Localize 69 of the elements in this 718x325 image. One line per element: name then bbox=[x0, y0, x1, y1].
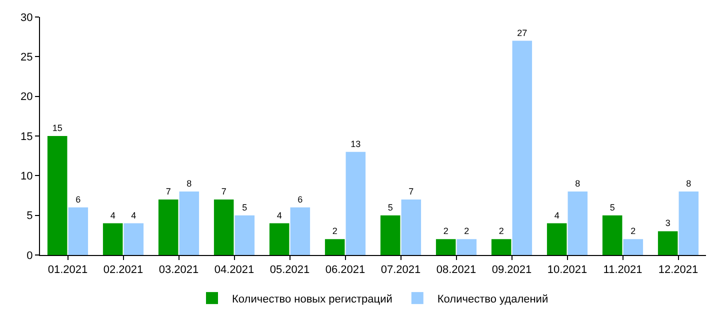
x-tick-label: 09.2021 bbox=[492, 264, 532, 276]
bar bbox=[234, 215, 255, 255]
data-label: 13 bbox=[350, 138, 361, 149]
data-label: 4 bbox=[131, 210, 136, 220]
bar bbox=[623, 239, 644, 255]
data-label: 5 bbox=[242, 202, 248, 212]
x-tick-label: 03.2021 bbox=[158, 264, 199, 276]
bar bbox=[602, 215, 622, 255]
data-label: 7 bbox=[221, 186, 226, 196]
x-tick-label: 07.2021 bbox=[380, 264, 421, 276]
y-tick-label: 20 bbox=[20, 91, 33, 104]
bar bbox=[179, 192, 200, 255]
data-label: 4 bbox=[110, 210, 116, 220]
x-tick-label: 02.2021 bbox=[103, 264, 144, 276]
bar bbox=[68, 207, 88, 255]
bar bbox=[158, 199, 178, 255]
data-label: 3 bbox=[665, 218, 670, 228]
bar bbox=[512, 40, 532, 255]
y-tick-label: 0 bbox=[26, 250, 33, 262]
bar bbox=[678, 192, 699, 255]
bar bbox=[47, 136, 68, 255]
data-label: 8 bbox=[686, 178, 692, 189]
legend-label: Количество новых регистраций bbox=[232, 293, 392, 306]
data-label: 8 bbox=[575, 178, 580, 189]
bar bbox=[124, 223, 144, 255]
legend-label: Количество удалений bbox=[437, 293, 548, 306]
data-label: 5 bbox=[388, 202, 393, 212]
x-tick-label: 12.2021 bbox=[658, 264, 698, 276]
y-tick-label: 10 bbox=[20, 170, 33, 183]
data-label: 8 bbox=[186, 178, 192, 189]
data-label: 2 bbox=[443, 226, 448, 236]
bar bbox=[380, 215, 400, 255]
bar bbox=[401, 199, 422, 255]
bar bbox=[290, 207, 310, 255]
bar bbox=[436, 239, 456, 255]
data-label: 2 bbox=[332, 226, 338, 236]
x-tick-label: 01.2021 bbox=[48, 264, 88, 276]
x-tick-label: 04.2021 bbox=[214, 264, 254, 276]
data-label: 4 bbox=[554, 210, 560, 220]
y-tick-label: 25 bbox=[20, 52, 33, 64]
bar bbox=[568, 192, 588, 255]
bar bbox=[658, 231, 678, 255]
data-label: 2 bbox=[630, 226, 636, 236]
bar bbox=[491, 239, 512, 255]
x-tick-label: 10.2021 bbox=[547, 264, 588, 276]
bar bbox=[346, 152, 366, 255]
data-label: 27 bbox=[517, 28, 528, 38]
data-label: 6 bbox=[76, 194, 81, 204]
data-label: 5 bbox=[610, 202, 615, 212]
y-tick-label: 5 bbox=[26, 210, 33, 222]
data-label: 7 bbox=[408, 186, 414, 196]
data-label: 7 bbox=[166, 186, 171, 196]
data-label: 2 bbox=[498, 226, 504, 236]
bar bbox=[324, 239, 345, 255]
bar bbox=[456, 239, 477, 255]
bar bbox=[102, 223, 123, 255]
x-tick-label: 06.2021 bbox=[325, 264, 366, 276]
x-tick-label: 05.2021 bbox=[270, 264, 310, 276]
data-label: 2 bbox=[464, 226, 470, 236]
x-tick-label: 11.2021 bbox=[603, 264, 642, 276]
data-label: 6 bbox=[298, 194, 303, 204]
x-tick-label: 08.2021 bbox=[436, 264, 476, 276]
bar bbox=[214, 199, 234, 255]
bar bbox=[269, 223, 290, 255]
y-tick-label: 15 bbox=[20, 130, 33, 143]
data-label: 15 bbox=[52, 123, 62, 133]
y-tick-label: 30 bbox=[20, 12, 33, 24]
bar bbox=[546, 223, 567, 255]
data-label: 4 bbox=[276, 210, 282, 220]
